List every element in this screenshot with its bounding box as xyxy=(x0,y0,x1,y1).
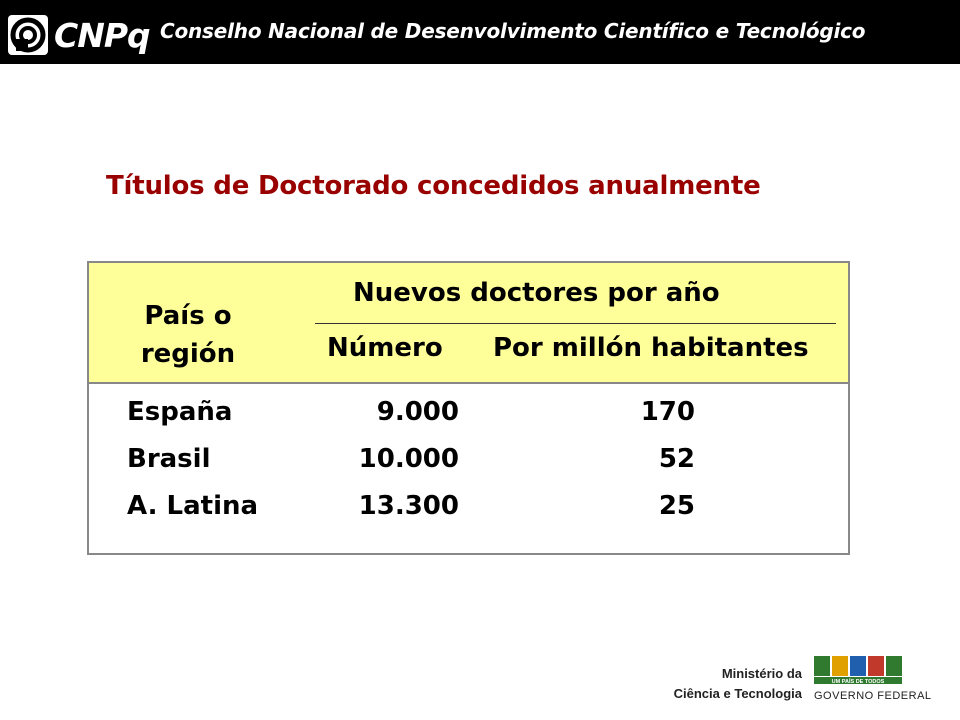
table-header: País o región Nuevos doctores por año Nú… xyxy=(89,263,848,384)
cnpq-logo-icon xyxy=(8,15,48,55)
ministry-line1: Ministério da xyxy=(721,666,802,681)
header-bar: CNPq Conselho Nacional de Desenvolviment… xyxy=(0,0,960,64)
ministry-label: Ministério da Ciência e Tecnologia xyxy=(620,664,802,704)
cell-number: 13.300 xyxy=(358,491,459,521)
brasil-logo-icon: UM PAÍS DE TODOS xyxy=(812,654,912,686)
header-number: Número xyxy=(327,333,443,363)
cell-per-million: 170 xyxy=(640,397,695,427)
cell-per-million: 52 xyxy=(658,444,695,474)
header-country-line1: País o xyxy=(144,301,232,331)
header-per-million: Por millón habitantes xyxy=(493,333,809,363)
slide-title: Títulos de Doctorado concedidos anualmen… xyxy=(106,171,761,201)
cell-country: A. Latina xyxy=(127,491,259,521)
cell-country: Brasil xyxy=(127,444,211,474)
header-country: País o región xyxy=(113,297,263,373)
cnpq-logo: CNPq xyxy=(4,11,156,59)
logo-text: CNPq xyxy=(54,15,151,55)
cell-number: 10.000 xyxy=(358,444,459,474)
header-country-line2: región xyxy=(140,339,236,369)
group-header-rule xyxy=(315,323,836,324)
cell-country: España xyxy=(127,397,233,427)
cell-number: 9.000 xyxy=(376,397,459,427)
ministry-line2: Ciência e Tecnologia xyxy=(673,686,802,701)
header-group: Nuevos doctores por año xyxy=(353,278,720,308)
gov-label: GOVERNO FEDERAL xyxy=(814,690,932,702)
doctorate-table: País o región Nuevos doctores por año Nú… xyxy=(87,261,850,555)
org-name: Conselho Nacional de Desenvolvimento Cie… xyxy=(160,19,866,43)
cell-per-million: 25 xyxy=(658,491,695,521)
brasil-tagline: UM PAÍS DE TODOS xyxy=(832,677,885,685)
